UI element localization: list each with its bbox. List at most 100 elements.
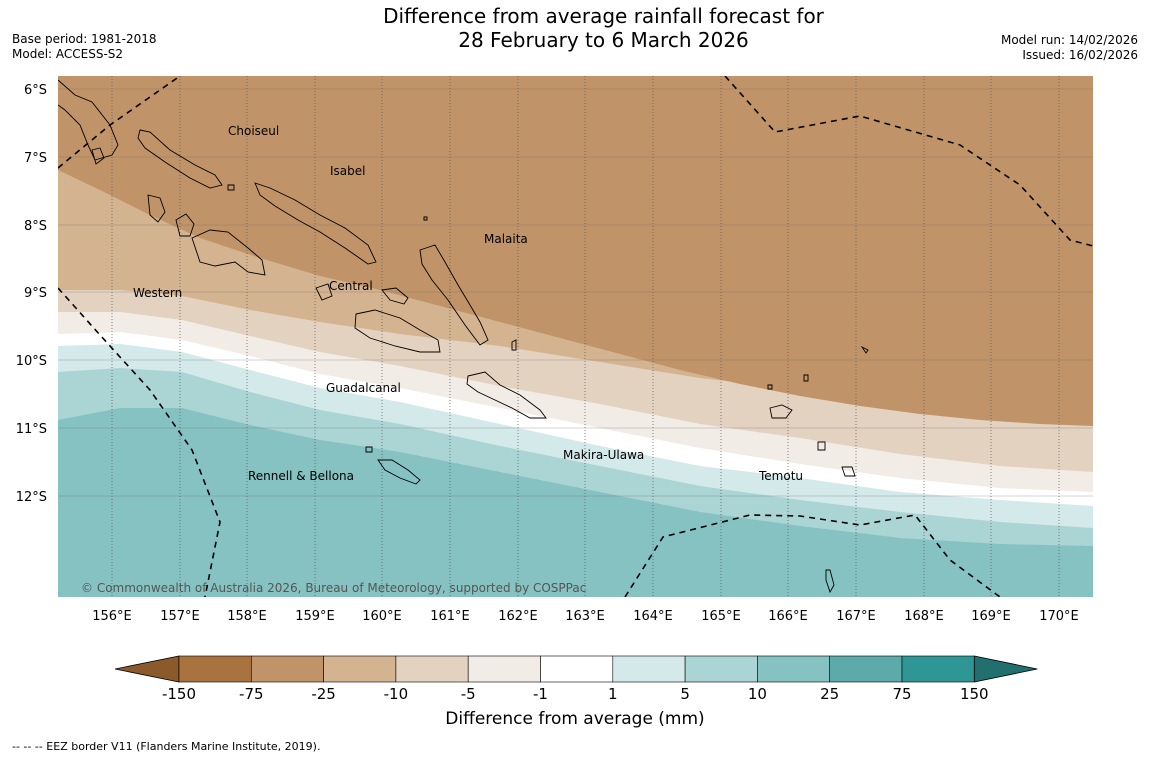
title-line-1: Difference from average rainfall forecas… [383, 4, 824, 28]
islet [91, 147, 105, 165]
lon-label: 161°E [430, 609, 470, 624]
colorbar-segment [684, 655, 758, 683]
florida-islands [381, 287, 409, 305]
lat-label: 8°S [24, 219, 47, 234]
lon-label: 167°E [836, 609, 876, 624]
colorbar-segment [251, 655, 324, 683]
utupua-island [817, 441, 826, 451]
colorbar-tick-label: -25 [311, 685, 336, 703]
lon-label: 156°E [92, 609, 132, 624]
colorbar-tick-label: -150 [162, 685, 196, 703]
choiseul-island [137, 129, 223, 189]
torres-islands [825, 569, 835, 594]
eez-legend: -- -- -- EEZ border V11 (Flanders Marine… [12, 740, 321, 753]
colorbar-tick-labels: -150 -75 -25 -10 -5 -1 1 5 10 25 75 150 [162, 685, 989, 703]
colorbar-tick-label: -5 [461, 685, 476, 703]
lat-label: 9°S [24, 286, 47, 301]
latitude-gridlines [58, 88, 1093, 497]
colorbar-segment [901, 655, 975, 683]
island-outlines [58, 79, 869, 594]
colorbar-arrow-low [114, 655, 180, 683]
lon-label: 159°E [295, 609, 335, 624]
lon-label: 163°E [565, 609, 605, 624]
colorbar-tick-label: 5 [680, 685, 690, 703]
longitude-axis: 156°E 157°E 158°E 159°E 160°E 161°E 162°… [92, 609, 1079, 624]
colorbar-segment [467, 655, 541, 683]
isabel-island [254, 182, 377, 265]
lat-label: 12°S [16, 490, 47, 505]
model-name: Model: ACCESS-S2 [12, 47, 124, 61]
province-labels: Choiseul Isabel Malaita Western Central … [133, 124, 803, 483]
lon-label: 165°E [701, 609, 741, 624]
colorbar-title: Difference from average (mm) [445, 709, 705, 729]
eez-border-south-east [624, 514, 1001, 597]
colorbar-segment [612, 655, 686, 683]
band-minus25-minus10 [58, 76, 1093, 426]
label-isabel: Isabel [330, 164, 365, 178]
colorbar-tick-label: 25 [820, 685, 839, 703]
eez-border-north-east [724, 76, 1093, 247]
lon-label: 166°E [768, 609, 808, 624]
copyright-notice: © Commonwealth of Australia 2026, Bureau… [81, 581, 586, 595]
map-area: Choiseul Isabel Malaita Western Central … [58, 76, 1093, 597]
colorbar-segment [540, 655, 614, 683]
lon-label: 162°E [498, 609, 538, 624]
new-georgia-islands [191, 229, 266, 276]
colorbar-segment [757, 655, 831, 683]
label-malaita: Malaita [484, 232, 528, 246]
colorbar-segment [829, 655, 903, 683]
reef-islands [767, 384, 773, 390]
colorbar-tick-label: 10 [748, 685, 767, 703]
anuta-island [860, 345, 869, 354]
santa-cruz-islands [769, 404, 793, 419]
duff-islands [803, 374, 809, 382]
label-rennell-bellona: Rennell & Bellona [248, 469, 354, 483]
label-western: Western [133, 286, 182, 300]
colorbar-arrow-high [973, 655, 1038, 683]
eez-borders [58, 76, 1093, 597]
vanikoro-island [841, 466, 856, 477]
label-choiseul: Choiseul [228, 124, 279, 138]
bellona-island [365, 446, 373, 453]
colorbar-tick-label: 150 [960, 685, 989, 703]
lon-label: 164°E [633, 609, 673, 624]
lat-label: 11°S [16, 422, 47, 437]
kolombangara-island [175, 213, 195, 237]
colorbar-tick-label: 1 [608, 685, 618, 703]
lon-label: 170°E [1039, 609, 1079, 624]
eez-border-south-west [58, 287, 221, 597]
lat-label: 6°S [24, 83, 47, 98]
lon-label: 158°E [227, 609, 267, 624]
issued-date: Issued: 16/02/2026 [1022, 48, 1138, 62]
eez-border-north-west [58, 76, 181, 169]
label-makira-ulawa: Makira-Ulawa [563, 448, 644, 462]
lon-label: 168°E [904, 609, 944, 624]
rennell-island [377, 459, 421, 485]
makira-island [466, 371, 547, 419]
lon-label: 160°E [362, 609, 402, 624]
russell-islands [315, 283, 333, 301]
shortland-islet [227, 184, 235, 191]
colorbar [114, 655, 1038, 683]
colorbar-tick-label: -10 [384, 685, 409, 703]
colorbar-segment [395, 655, 469, 683]
colorbar-tick-label: -75 [239, 685, 264, 703]
ontong-java-atoll [423, 216, 428, 221]
vella-lavella-island [147, 194, 166, 223]
lon-label: 169°E [971, 609, 1011, 624]
colorbar-segment [323, 655, 397, 683]
lat-label: 10°S [16, 354, 47, 369]
lat-label: 7°S [24, 151, 47, 166]
lon-label: 157°E [160, 609, 200, 624]
label-guadalcanal: Guadalcanal [326, 381, 401, 395]
ulawa-island [511, 339, 517, 351]
malaita-island [419, 244, 489, 346]
title-line-2: 28 February to 6 March 2026 [458, 28, 749, 52]
model-info: Base period: 1981-2018 Model: ACCESS-S2 [12, 32, 157, 62]
bougainville-island [58, 79, 119, 161]
chart-title: Difference from average rainfall forecas… [0, 4, 1150, 52]
label-temotu: Temotu [758, 469, 803, 483]
base-period: Base period: 1981-2018 [12, 32, 157, 46]
latitude-axis: 6°S 7°S 8°S 9°S 10°S 11°S 12°S [16, 83, 47, 505]
